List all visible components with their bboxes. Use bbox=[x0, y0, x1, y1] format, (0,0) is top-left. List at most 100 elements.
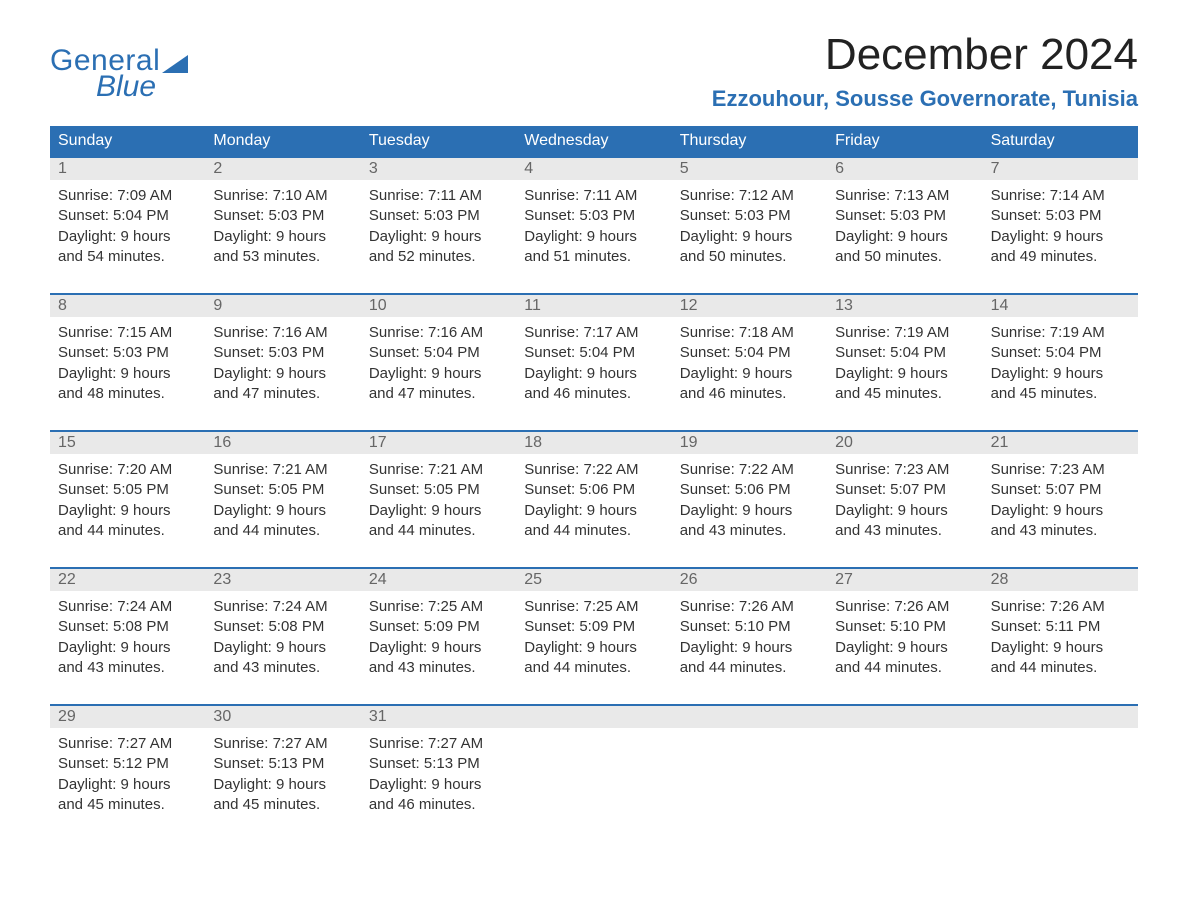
cell-sunrise: Sunrise: 7:23 AM bbox=[835, 460, 974, 480]
calendar-cell: Sunrise: 7:22 AMSunset: 5:06 PMDaylight:… bbox=[516, 454, 671, 545]
day-number: 6 bbox=[827, 158, 982, 180]
cell-d1: Daylight: 9 hours bbox=[58, 227, 197, 247]
logo-text-blue: Blue bbox=[96, 70, 188, 104]
calendar-cell bbox=[516, 728, 671, 819]
cell-sunset: Sunset: 5:11 PM bbox=[991, 617, 1130, 637]
day-number-row: 293031 bbox=[50, 706, 1138, 728]
cell-d2: and 54 minutes. bbox=[58, 247, 197, 267]
cell-sunrise: Sunrise: 7:16 AM bbox=[213, 323, 352, 343]
day-number: 26 bbox=[672, 569, 827, 591]
calendar-week: 15161718192021Sunrise: 7:20 AMSunset: 5:… bbox=[50, 430, 1138, 545]
cell-d2: and 51 minutes. bbox=[524, 247, 663, 267]
cell-sunset: Sunset: 5:04 PM bbox=[524, 343, 663, 363]
day-number: 9 bbox=[205, 295, 360, 317]
cell-sunrise: Sunrise: 7:25 AM bbox=[369, 597, 508, 617]
cell-d1: Daylight: 9 hours bbox=[213, 501, 352, 521]
day-number: 15 bbox=[50, 432, 205, 454]
cell-d2: and 45 minutes. bbox=[58, 795, 197, 815]
day-number: 22 bbox=[50, 569, 205, 591]
cell-sunrise: Sunrise: 7:14 AM bbox=[991, 186, 1130, 206]
day-number-row: 22232425262728 bbox=[50, 569, 1138, 591]
cell-sunset: Sunset: 5:09 PM bbox=[524, 617, 663, 637]
calendar-cell: Sunrise: 7:19 AMSunset: 5:04 PMDaylight:… bbox=[827, 317, 982, 408]
day-number bbox=[672, 706, 827, 728]
cell-sunrise: Sunrise: 7:11 AM bbox=[524, 186, 663, 206]
calendar-cell: Sunrise: 7:20 AMSunset: 5:05 PMDaylight:… bbox=[50, 454, 205, 545]
cell-d2: and 47 minutes. bbox=[213, 384, 352, 404]
day-number: 30 bbox=[205, 706, 360, 728]
day-number: 17 bbox=[361, 432, 516, 454]
cell-d1: Daylight: 9 hours bbox=[58, 364, 197, 384]
cell-d2: and 50 minutes. bbox=[680, 247, 819, 267]
header: General Blue December 2024 Ezzouhour, So… bbox=[50, 30, 1138, 122]
cell-d1: Daylight: 9 hours bbox=[680, 364, 819, 384]
calendar-cell: Sunrise: 7:14 AMSunset: 5:03 PMDaylight:… bbox=[983, 180, 1138, 271]
weekday-header: Sunday bbox=[50, 126, 205, 156]
calendar-cell: Sunrise: 7:21 AMSunset: 5:05 PMDaylight:… bbox=[361, 454, 516, 545]
cell-sunset: Sunset: 5:07 PM bbox=[835, 480, 974, 500]
cell-d2: and 43 minutes. bbox=[680, 521, 819, 541]
day-number: 12 bbox=[672, 295, 827, 317]
cell-sunset: Sunset: 5:05 PM bbox=[213, 480, 352, 500]
calendar-cell: Sunrise: 7:18 AMSunset: 5:04 PMDaylight:… bbox=[672, 317, 827, 408]
cell-sunrise: Sunrise: 7:18 AM bbox=[680, 323, 819, 343]
cell-d2: and 44 minutes. bbox=[524, 521, 663, 541]
cell-d1: Daylight: 9 hours bbox=[680, 501, 819, 521]
cell-sunset: Sunset: 5:05 PM bbox=[369, 480, 508, 500]
calendar-cell: Sunrise: 7:24 AMSunset: 5:08 PMDaylight:… bbox=[50, 591, 205, 682]
calendar-cell bbox=[672, 728, 827, 819]
cell-d2: and 43 minutes. bbox=[991, 521, 1130, 541]
cell-sunset: Sunset: 5:06 PM bbox=[680, 480, 819, 500]
cell-d1: Daylight: 9 hours bbox=[991, 364, 1130, 384]
day-number: 8 bbox=[50, 295, 205, 317]
cell-d1: Daylight: 9 hours bbox=[369, 638, 508, 658]
calendar-cell: Sunrise: 7:26 AMSunset: 5:10 PMDaylight:… bbox=[827, 591, 982, 682]
cell-d1: Daylight: 9 hours bbox=[835, 501, 974, 521]
cell-sunset: Sunset: 5:08 PM bbox=[58, 617, 197, 637]
cell-d2: and 49 minutes. bbox=[991, 247, 1130, 267]
day-number: 2 bbox=[205, 158, 360, 180]
cell-d2: and 50 minutes. bbox=[835, 247, 974, 267]
day-number: 10 bbox=[361, 295, 516, 317]
cell-d2: and 46 minutes. bbox=[524, 384, 663, 404]
day-number: 25 bbox=[516, 569, 671, 591]
day-number: 16 bbox=[205, 432, 360, 454]
cell-d2: and 45 minutes. bbox=[835, 384, 974, 404]
cell-d1: Daylight: 9 hours bbox=[58, 775, 197, 795]
cell-d1: Daylight: 9 hours bbox=[680, 638, 819, 658]
cell-sunset: Sunset: 5:03 PM bbox=[680, 206, 819, 226]
weekday-header: Monday bbox=[205, 126, 360, 156]
cell-d1: Daylight: 9 hours bbox=[524, 364, 663, 384]
weekday-header: Friday bbox=[827, 126, 982, 156]
cell-d1: Daylight: 9 hours bbox=[991, 501, 1130, 521]
cell-d1: Daylight: 9 hours bbox=[524, 638, 663, 658]
day-number bbox=[983, 706, 1138, 728]
cell-d2: and 44 minutes. bbox=[991, 658, 1130, 678]
cell-d1: Daylight: 9 hours bbox=[835, 227, 974, 247]
day-number: 20 bbox=[827, 432, 982, 454]
calendar-cell: Sunrise: 7:23 AMSunset: 5:07 PMDaylight:… bbox=[983, 454, 1138, 545]
day-number: 31 bbox=[361, 706, 516, 728]
cell-sunrise: Sunrise: 7:11 AM bbox=[369, 186, 508, 206]
calendar-cell: Sunrise: 7:09 AMSunset: 5:04 PMDaylight:… bbox=[50, 180, 205, 271]
day-number: 4 bbox=[516, 158, 671, 180]
cell-d2: and 48 minutes. bbox=[58, 384, 197, 404]
cell-d2: and 47 minutes. bbox=[369, 384, 508, 404]
cell-d2: and 46 minutes. bbox=[680, 384, 819, 404]
cell-d2: and 44 minutes. bbox=[835, 658, 974, 678]
cell-sunrise: Sunrise: 7:21 AM bbox=[213, 460, 352, 480]
cell-sunrise: Sunrise: 7:21 AM bbox=[369, 460, 508, 480]
calendar-cell: Sunrise: 7:24 AMSunset: 5:08 PMDaylight:… bbox=[205, 591, 360, 682]
cell-sunrise: Sunrise: 7:27 AM bbox=[213, 734, 352, 754]
logo: General Blue bbox=[50, 44, 188, 104]
cell-sunset: Sunset: 5:04 PM bbox=[58, 206, 197, 226]
calendar-cell: Sunrise: 7:27 AMSunset: 5:13 PMDaylight:… bbox=[361, 728, 516, 819]
day-number-row: 891011121314 bbox=[50, 295, 1138, 317]
cell-sunset: Sunset: 5:10 PM bbox=[835, 617, 974, 637]
cell-sunset: Sunset: 5:07 PM bbox=[991, 480, 1130, 500]
weekday-header: Thursday bbox=[672, 126, 827, 156]
cell-sunset: Sunset: 5:03 PM bbox=[835, 206, 974, 226]
calendar-cell: Sunrise: 7:16 AMSunset: 5:04 PMDaylight:… bbox=[361, 317, 516, 408]
day-number bbox=[516, 706, 671, 728]
calendar-cell: Sunrise: 7:22 AMSunset: 5:06 PMDaylight:… bbox=[672, 454, 827, 545]
